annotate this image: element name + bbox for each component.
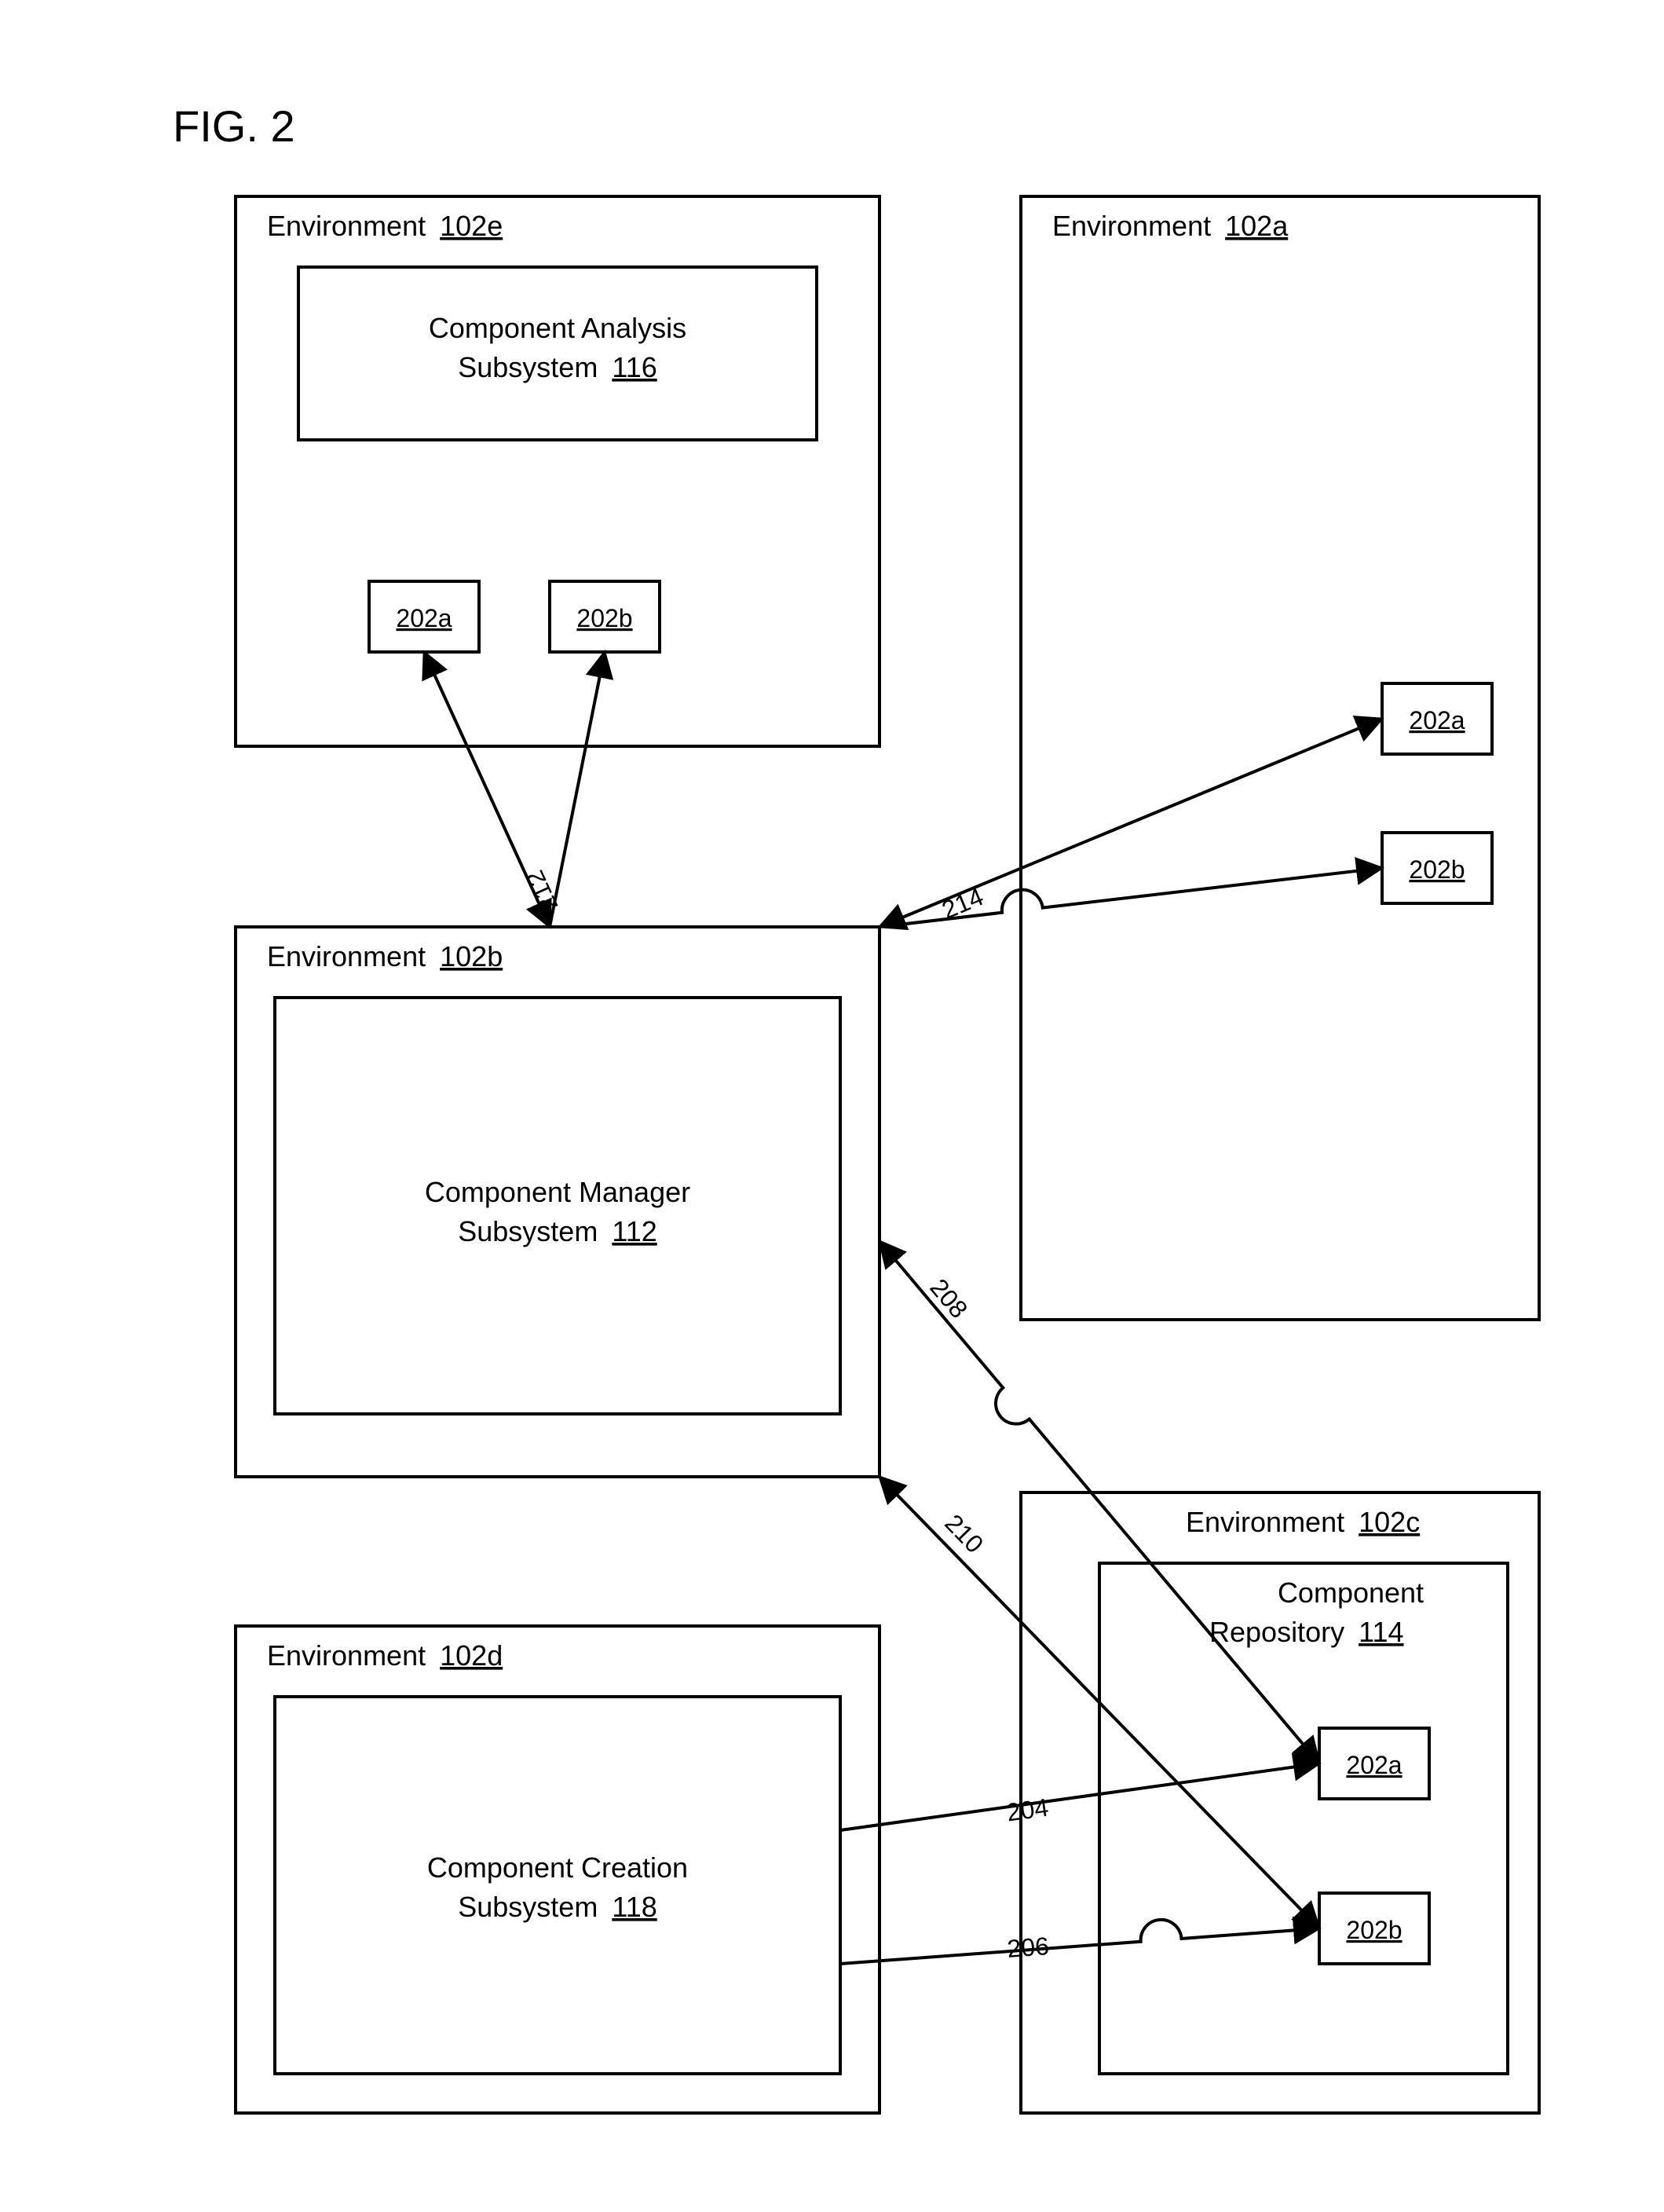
- edge-210-label: 210: [939, 1509, 989, 1558]
- env-a-202a-label: 202a: [1409, 706, 1465, 734]
- env-e-202b-label: 202b: [576, 604, 632, 632]
- analysis-subsystem-label1: Component Analysis: [429, 312, 686, 344]
- edge-204-label: 204: [1005, 1793, 1051, 1827]
- env-102b: Environment 102b Component Manager Subsy…: [236, 927, 880, 1477]
- env-102c-label: Environment 102c: [1186, 1506, 1420, 1538]
- figure-title: FIG. 2: [173, 101, 295, 151]
- env-a-202b-label: 202b: [1409, 855, 1465, 884]
- manager-subsystem-label2: Subsystem 112: [458, 1215, 657, 1247]
- env-102d: Environment 102d Component Creation Subs…: [236, 1626, 880, 2113]
- env-102a: Environment 102a 202a 202b: [1021, 196, 1539, 1320]
- edge-206-label: 206: [1006, 1932, 1050, 1963]
- env-102e: Environment 102e Component Analysis Subs…: [236, 196, 880, 746]
- creation-subsystem-box: [275, 1697, 840, 2074]
- repo-202b-label: 202b: [1346, 1916, 1402, 1944]
- env-e-202a-label: 202a: [396, 604, 452, 632]
- edge-214-label: 214: [938, 882, 987, 925]
- env-102d-label: Environment 102d: [267, 1639, 503, 1672]
- repo-label1: Component: [1278, 1577, 1424, 1609]
- manager-subsystem-label1: Component Manager: [425, 1176, 690, 1208]
- env-102a-label: Environment 102a: [1052, 210, 1289, 242]
- env-102b-label: Environment 102b: [267, 940, 503, 972]
- analysis-subsystem-label2: Subsystem 116: [458, 351, 657, 383]
- env-102c: Environment 102c Component Repository 11…: [1021, 1492, 1539, 2113]
- creation-subsystem-label2: Subsystem 118: [458, 1891, 657, 1923]
- creation-subsystem-label1: Component Creation: [427, 1851, 688, 1884]
- repo-202a-label: 202a: [1346, 1751, 1402, 1779]
- env-102e-label: Environment 102e: [267, 210, 503, 242]
- edge-208-label: 208: [924, 1273, 973, 1324]
- env-102a-box: [1021, 196, 1539, 1320]
- repo-label2: Repository 114: [1209, 1616, 1404, 1648]
